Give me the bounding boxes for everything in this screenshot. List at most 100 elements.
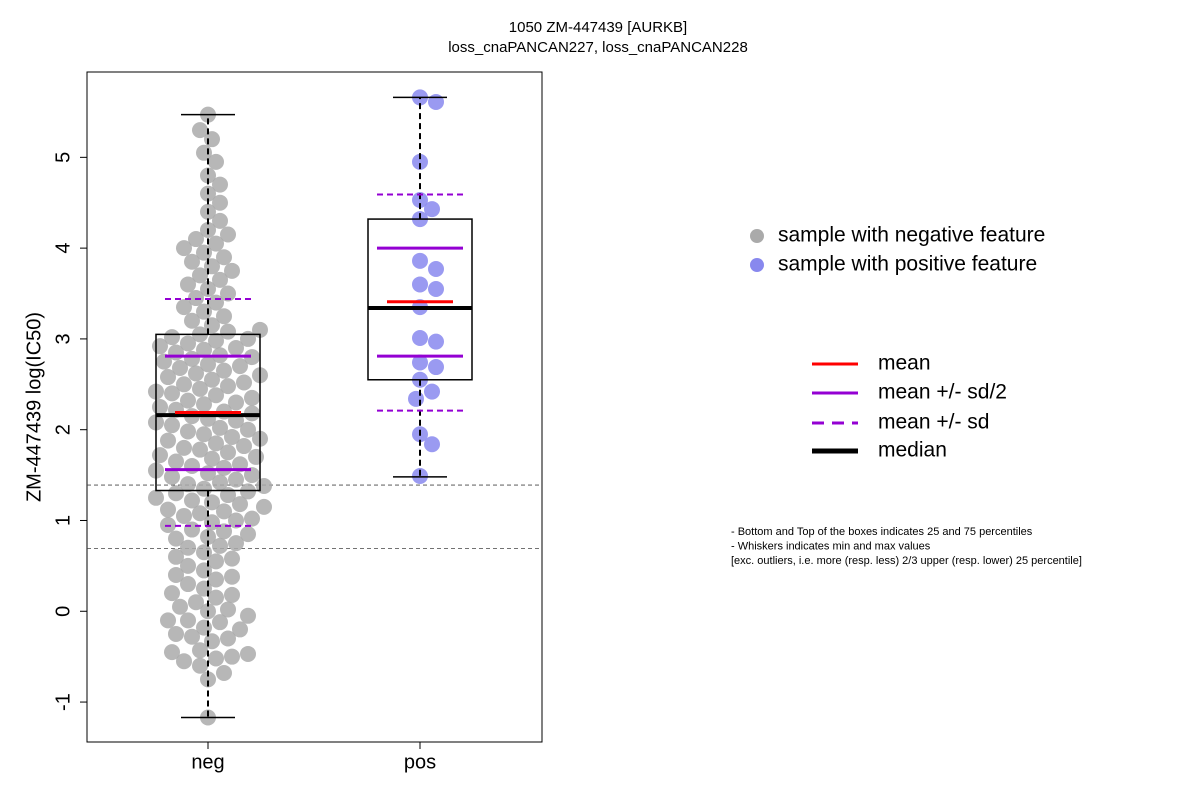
data-point (220, 630, 236, 647)
data-point (196, 396, 212, 413)
y-tick-label: 3 (52, 333, 74, 344)
data-point (428, 93, 444, 110)
data-point (240, 526, 256, 543)
data-point (188, 231, 204, 248)
data-point (184, 628, 200, 645)
legend-label: sample with positive feature (778, 253, 1037, 276)
data-point (176, 376, 192, 393)
x-tick-label: neg (191, 751, 224, 773)
data-point (428, 359, 444, 376)
data-point (184, 458, 200, 475)
y-tick-label: 2 (52, 424, 74, 435)
data-point (204, 494, 220, 511)
data-point (164, 585, 180, 602)
data-point (232, 621, 248, 638)
data-point (224, 568, 240, 585)
legend-marker (750, 229, 764, 243)
data-point (180, 392, 196, 409)
data-point (180, 576, 196, 593)
plot-frame (86, 71, 543, 743)
note: - Whiskers indicates min and max values (731, 540, 931, 552)
data-point (212, 271, 228, 288)
y-axis-label: ZM-447439 log(IC50) (23, 312, 45, 502)
data-point (216, 503, 232, 520)
data-point (228, 512, 244, 529)
data-point (208, 435, 224, 452)
data-point (228, 535, 244, 552)
legend-label: mean +/- sd/2 (878, 381, 1007, 404)
data-point (208, 589, 224, 606)
data-point (160, 432, 176, 449)
data-point (192, 380, 208, 397)
data-point (412, 252, 428, 269)
note: - Bottom and Top of the boxes indicates … (731, 526, 1033, 538)
data-point (160, 369, 176, 386)
data-point (164, 329, 180, 346)
data-point (224, 648, 240, 665)
data-point (412, 192, 428, 209)
data-point (188, 594, 204, 611)
chart-subtitle: loss_cnaPANCAN227, loss_cnaPANCAN228 (448, 39, 748, 56)
data-point (220, 378, 236, 395)
legend-marker (750, 258, 764, 272)
data-point (188, 365, 204, 382)
data-point (164, 644, 180, 661)
data-point (200, 528, 216, 545)
data-point (180, 423, 196, 440)
data-point (240, 645, 256, 662)
data-point (168, 625, 184, 642)
data-point (160, 612, 176, 629)
data-point (184, 492, 200, 509)
legend-label: median (878, 439, 947, 462)
data-point (152, 399, 168, 415)
data-point (216, 362, 232, 379)
data-point (176, 439, 192, 456)
data-point (228, 394, 244, 411)
data-point (196, 480, 212, 497)
data-point (196, 426, 212, 443)
data-point (208, 387, 224, 404)
data-point (208, 235, 224, 252)
data-point (220, 601, 236, 618)
data-point (216, 665, 232, 682)
data-point (192, 505, 208, 522)
data-point (196, 619, 212, 636)
box (155, 333, 261, 492)
data-point (212, 474, 228, 491)
data-point (220, 323, 236, 340)
data-point (244, 389, 260, 406)
data-point (180, 335, 196, 352)
data-point (168, 453, 184, 470)
data-point (244, 510, 260, 527)
data-point (192, 657, 208, 674)
data-point (412, 330, 428, 347)
data-point (168, 530, 184, 547)
data-point (180, 539, 196, 556)
data-point (212, 212, 228, 229)
data-point (192, 122, 208, 139)
data-point (224, 262, 240, 279)
data-point (180, 557, 196, 574)
data-point (240, 607, 256, 624)
data-point (428, 280, 444, 297)
data-point (176, 507, 192, 524)
legend-label: mean +/- sd (878, 411, 989, 434)
data-point (256, 477, 272, 494)
data-point (424, 201, 440, 218)
data-point (196, 144, 212, 161)
y-tick-label: -1 (52, 693, 74, 711)
data-point (412, 354, 428, 371)
y-tick-label: 4 (52, 243, 74, 254)
y-tick-label: 1 (52, 515, 74, 526)
data-point (208, 571, 224, 588)
data-point (424, 436, 440, 453)
data-point (164, 468, 180, 485)
note: [exc. outliers, i.e. more (resp. less) 2… (731, 555, 1082, 567)
data-point (192, 642, 208, 659)
data-point (224, 586, 240, 603)
data-point (216, 523, 232, 540)
data-point (240, 483, 256, 500)
y-tick-label: 5 (52, 152, 74, 163)
data-point (192, 267, 208, 284)
